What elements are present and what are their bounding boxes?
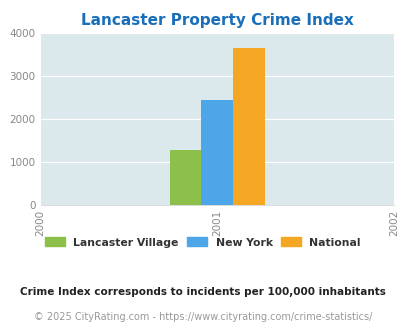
Bar	[169, 150, 201, 205]
Legend: Lancaster Village, New York, National: Lancaster Village, New York, National	[41, 233, 364, 252]
Bar	[232, 49, 264, 205]
Text: © 2025 CityRating.com - https://www.cityrating.com/crime-statistics/: © 2025 CityRating.com - https://www.city…	[34, 313, 371, 322]
Title: Lancaster Property Crime Index: Lancaster Property Crime Index	[81, 13, 353, 28]
Bar	[201, 100, 232, 205]
Text: Crime Index corresponds to incidents per 100,000 inhabitants: Crime Index corresponds to incidents per…	[20, 287, 385, 297]
